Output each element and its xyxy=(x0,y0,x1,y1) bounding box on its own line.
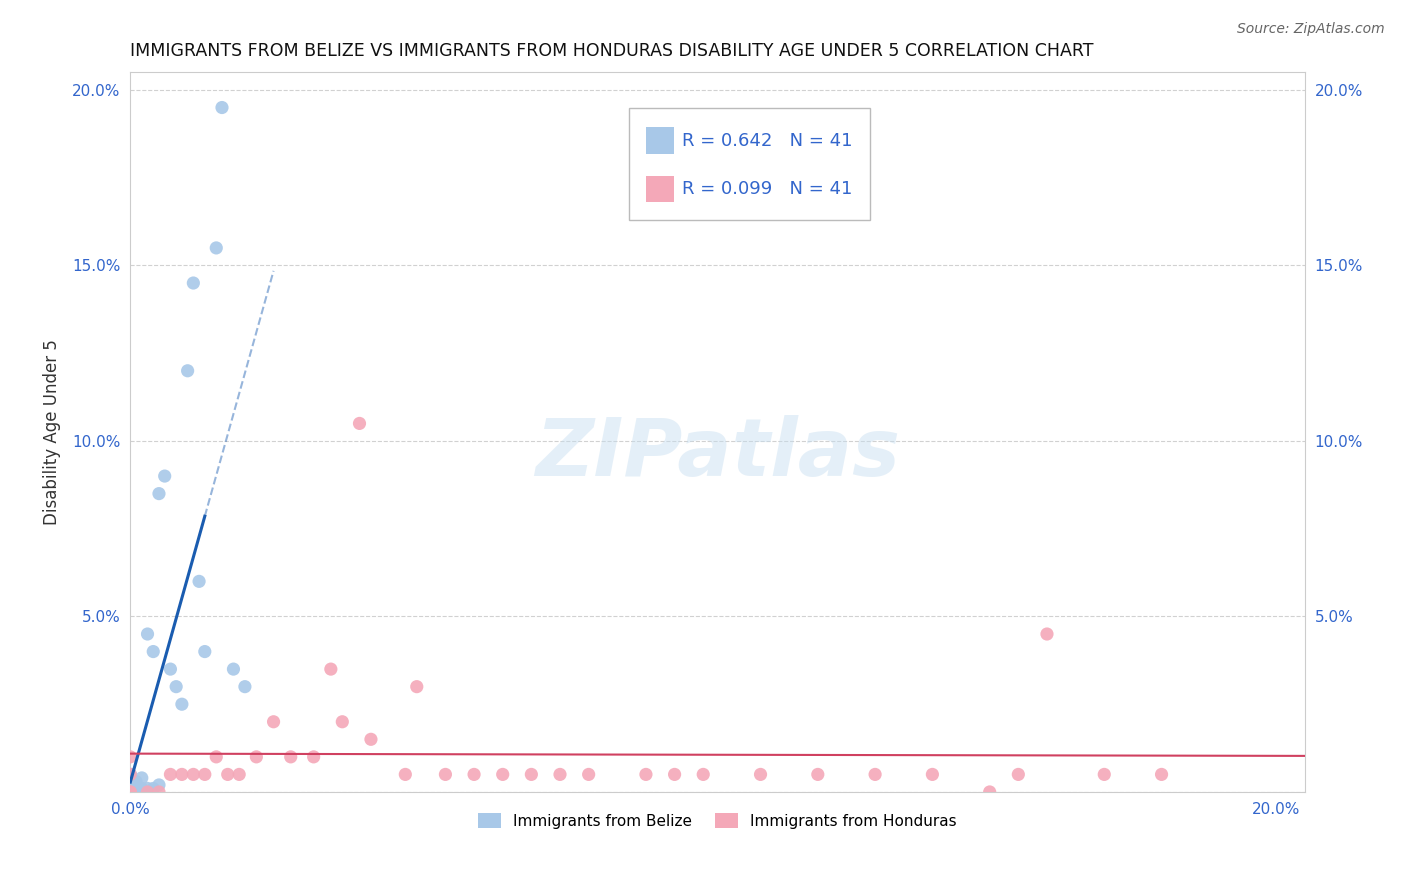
Point xyxy=(807,767,830,781)
Point xyxy=(120,767,142,781)
Point xyxy=(159,662,181,676)
Point xyxy=(749,767,772,781)
Point xyxy=(245,749,267,764)
Point xyxy=(634,767,657,781)
Point xyxy=(148,486,170,500)
Point xyxy=(1150,767,1173,781)
Point xyxy=(131,785,153,799)
Point xyxy=(136,785,159,799)
Point xyxy=(217,767,239,781)
FancyBboxPatch shape xyxy=(630,109,870,220)
Point xyxy=(120,774,142,789)
Point xyxy=(120,767,142,781)
Point xyxy=(148,785,170,799)
Point xyxy=(578,767,600,781)
Point xyxy=(463,767,485,781)
Text: R = 0.642   N = 41: R = 0.642 N = 41 xyxy=(682,132,853,150)
Point xyxy=(211,101,233,115)
Point xyxy=(120,785,142,799)
Point xyxy=(263,714,285,729)
Point xyxy=(120,778,142,792)
Point xyxy=(120,778,142,792)
Text: R = 0.099   N = 41: R = 0.099 N = 41 xyxy=(682,180,852,198)
Point xyxy=(136,627,159,641)
Point xyxy=(120,781,142,796)
Point xyxy=(194,767,217,781)
Point xyxy=(692,767,714,781)
Point xyxy=(548,767,571,781)
Point xyxy=(188,574,211,589)
Point xyxy=(434,767,457,781)
Point xyxy=(360,732,382,747)
Point xyxy=(863,767,886,781)
Point xyxy=(120,771,142,785)
Text: IMMIGRANTS FROM BELIZE VS IMMIGRANTS FROM HONDURAS DISABILITY AGE UNDER 5 CORREL: IMMIGRANTS FROM BELIZE VS IMMIGRANTS FRO… xyxy=(131,42,1094,60)
Point xyxy=(979,785,1001,799)
Point xyxy=(664,767,686,781)
Point xyxy=(319,662,342,676)
Text: ZIPatlas: ZIPatlas xyxy=(536,415,900,492)
Point xyxy=(183,767,205,781)
Point xyxy=(120,771,142,785)
Point xyxy=(176,364,198,378)
Point xyxy=(120,767,142,781)
Point xyxy=(349,417,371,431)
Point xyxy=(131,781,153,796)
Point xyxy=(120,785,142,799)
Point xyxy=(125,785,148,799)
Point xyxy=(233,680,256,694)
Point xyxy=(159,767,181,781)
Point xyxy=(183,276,205,290)
Point xyxy=(1092,767,1115,781)
Point xyxy=(205,749,228,764)
Point xyxy=(148,778,170,792)
Text: Source: ZipAtlas.com: Source: ZipAtlas.com xyxy=(1237,22,1385,37)
Point xyxy=(131,771,153,785)
Point xyxy=(330,714,353,729)
Point xyxy=(302,749,325,764)
Point xyxy=(120,781,142,796)
FancyBboxPatch shape xyxy=(645,176,673,202)
Point xyxy=(125,774,148,789)
Point xyxy=(222,662,245,676)
Point xyxy=(405,680,427,694)
Y-axis label: Disability Age Under 5: Disability Age Under 5 xyxy=(44,339,60,525)
Point xyxy=(194,644,217,658)
Legend: Immigrants from Belize, Immigrants from Honduras: Immigrants from Belize, Immigrants from … xyxy=(472,806,963,835)
Point xyxy=(520,767,543,781)
FancyBboxPatch shape xyxy=(645,128,673,154)
Point xyxy=(142,644,165,658)
Point xyxy=(136,785,159,799)
Point xyxy=(170,767,193,781)
Point xyxy=(153,469,176,483)
Point xyxy=(120,785,142,799)
Point xyxy=(1036,627,1059,641)
Point xyxy=(120,785,142,799)
Point xyxy=(120,749,142,764)
Point xyxy=(492,767,515,781)
Point xyxy=(280,749,302,764)
Point xyxy=(228,767,250,781)
Point xyxy=(125,778,148,792)
Point xyxy=(1007,767,1029,781)
Point xyxy=(921,767,943,781)
Point xyxy=(170,697,193,711)
Point xyxy=(394,767,416,781)
Point xyxy=(120,774,142,789)
Point xyxy=(142,781,165,796)
Point xyxy=(120,785,142,799)
Point xyxy=(136,781,159,796)
Point xyxy=(120,785,142,799)
Point xyxy=(205,241,228,255)
Point xyxy=(120,781,142,796)
Point xyxy=(125,781,148,796)
Point xyxy=(165,680,187,694)
